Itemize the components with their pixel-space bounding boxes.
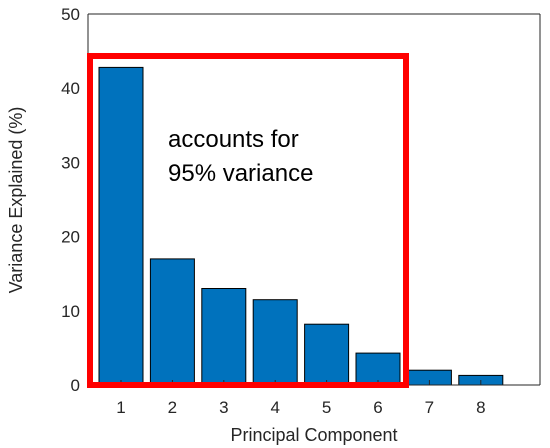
x-tick-label: 3 (219, 398, 228, 417)
bar-1 (98, 66, 144, 386)
y-tick-label: 10 (61, 302, 80, 321)
x-axis-label: Principal Component (230, 425, 397, 445)
y-tick-label: 50 (61, 5, 80, 24)
y-axis-label: Variance Explained (%) (6, 107, 26, 294)
bar-3 (201, 288, 247, 386)
x-tick-label: 8 (476, 398, 485, 417)
annotation-line-1: accounts for (168, 126, 299, 153)
bar-2 (149, 258, 195, 386)
y-tick-label: 0 (71, 376, 80, 395)
annotation-line-2: 95% variance (168, 160, 313, 187)
highlight-box (87, 53, 409, 388)
x-tick-label: 4 (270, 398, 279, 417)
y-tick-label: 30 (61, 153, 80, 172)
y-tick-label: 40 (61, 79, 80, 98)
bar-6 (355, 352, 401, 386)
bar-4 (252, 299, 298, 386)
x-tick-label: 1 (116, 398, 125, 417)
x-tick-label: 6 (373, 398, 382, 417)
y-tick-label: 20 (61, 228, 80, 247)
x-tick-label: 5 (322, 398, 331, 417)
bar-5 (304, 323, 350, 386)
x-tick-label: 7 (425, 398, 434, 417)
x-tick-label: 2 (168, 398, 177, 417)
